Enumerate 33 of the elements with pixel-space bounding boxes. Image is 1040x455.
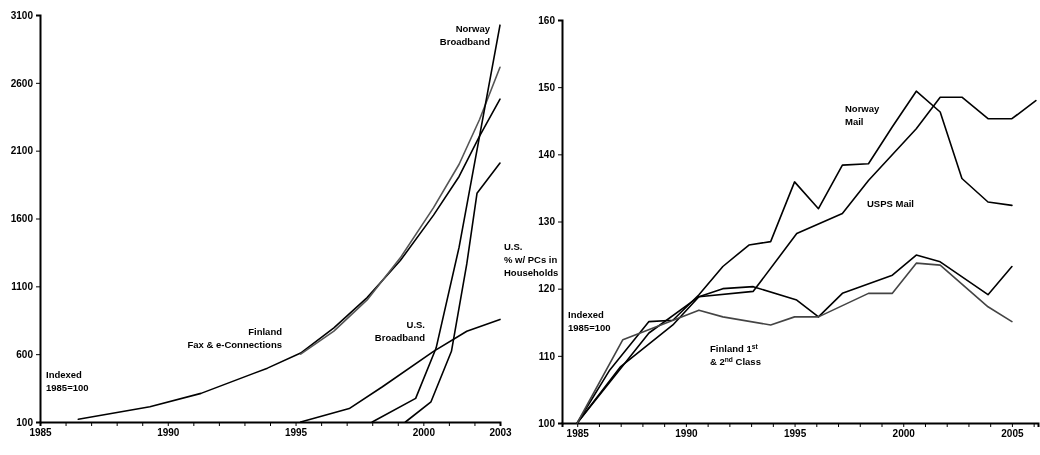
- x-tick-label: 2000: [412, 427, 436, 439]
- text: Finland 1$^{st}$ & 2$^{nd}$ Class: [710, 342, 761, 367]
- annotation: Norway Mail: [845, 103, 881, 127]
- annotation: USPS Mail: [867, 198, 914, 209]
- y-tick-label: 600: [16, 348, 34, 360]
- x-tick-label: 2000: [892, 428, 916, 440]
- x-tick-label: 1990: [675, 428, 698, 440]
- x-tick-label: 1995: [783, 428, 807, 440]
- y-tick-label: 150: [538, 81, 556, 93]
- y-tick-label: 2600: [10, 77, 34, 89]
- x-tick-label: 1985: [566, 428, 590, 440]
- annotation: Indexed 1985=100: [46, 369, 89, 393]
- x-tick-label: 1990: [157, 427, 180, 439]
- x-tick-label: 1995: [284, 427, 308, 439]
- annotation: U.S. Broadband: [374, 319, 426, 343]
- y-tick-label: 1100: [11, 281, 34, 293]
- x-tick-label: 2003: [489, 427, 513, 439]
- y-tick-label: 110: [538, 350, 556, 362]
- y-tick-label: 1600: [10, 213, 34, 225]
- y-tick-label: 3100: [10, 9, 34, 21]
- y-tick-label: 130: [538, 216, 556, 228]
- annotation: Norway Broadband: [439, 23, 491, 47]
- y-tick-label: 2100: [10, 145, 34, 157]
- y-tick-label: 100: [538, 417, 556, 429]
- annotation: Indexed 1985=100: [568, 309, 611, 333]
- annotation: Finland Fax & e-Connections: [187, 326, 283, 350]
- y-tick-label: 140: [538, 149, 556, 161]
- y-tick-label: 100: [16, 416, 34, 428]
- y-tick-label: 120: [538, 283, 556, 295]
- x-tick-label: 1985: [29, 427, 53, 439]
- text: U.S. % w/ PCs in Households: [504, 241, 559, 278]
- x-tick-label: 2005: [1001, 428, 1024, 440]
- y-tick-label: 160: [538, 14, 556, 26]
